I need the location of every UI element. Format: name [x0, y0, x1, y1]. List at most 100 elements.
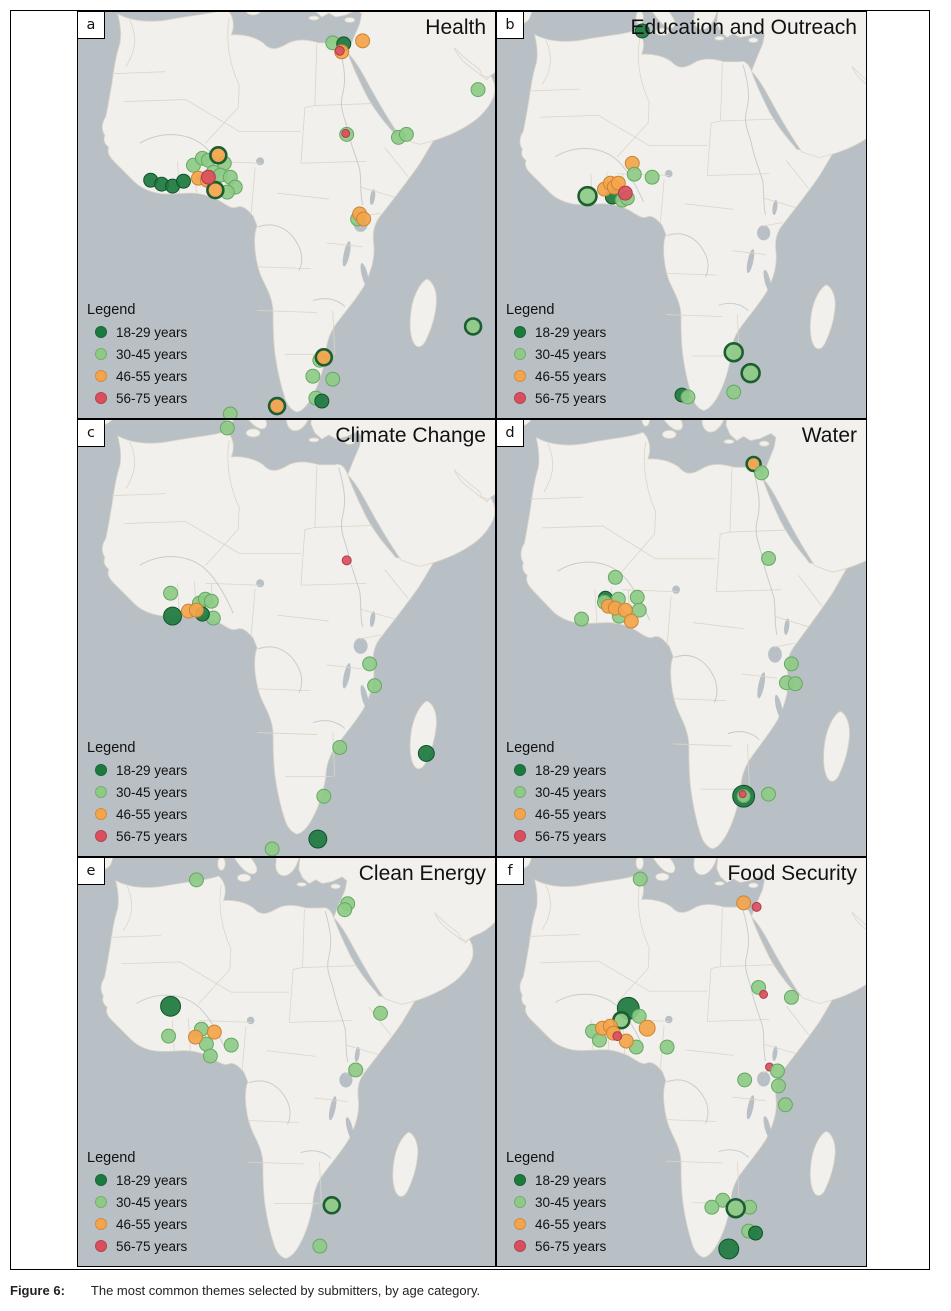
data-point-30-45 — [222, 406, 238, 418]
data-point-18-29 — [308, 829, 328, 849]
legend-dot-icon — [95, 1196, 107, 1208]
panel-title-e: Clean Energy — [358, 862, 486, 885]
data-point-56-75 — [341, 555, 352, 566]
data-point-46-55 — [355, 33, 371, 49]
data-point-30-45 — [737, 1072, 753, 1088]
panel-title-a: Health — [425, 16, 486, 39]
legend-label: 30-45 years — [116, 346, 188, 362]
data-point-30-45 — [362, 656, 378, 672]
data-point-30-45 — [740, 362, 761, 384]
data-point-30-45 — [574, 611, 590, 627]
legend-label: 30-45 years — [116, 784, 188, 800]
panel-letter-a: a — [78, 12, 105, 39]
legend-dot-icon — [95, 1240, 107, 1252]
data-point-30-45 — [771, 1078, 786, 1094]
legend-item: 18-29 years — [87, 1169, 187, 1191]
legend-dot-icon — [95, 830, 107, 842]
legend-item: 18-29 years — [506, 759, 606, 781]
data-point-30-45 — [348, 1062, 364, 1078]
legend-title: Legend — [87, 1150, 136, 1166]
legend-item: 30-45 years — [506, 781, 606, 803]
legend-title: Legend — [87, 302, 136, 318]
panel-f-map: Food Security f Legend 18-29 years 30-45 yea… — [496, 857, 867, 1267]
data-point-30-45 — [223, 1037, 239, 1053]
legend-dot-icon — [514, 1240, 526, 1252]
data-point-46-55 — [188, 602, 204, 618]
data-point-30-45 — [726, 384, 742, 400]
data-point-30-45 — [305, 368, 321, 384]
legend-dot-icon — [514, 348, 526, 360]
legend-label: 18-29 years — [116, 762, 188, 778]
data-point-46-55 — [356, 211, 372, 227]
legend-item: 46-55 years — [87, 1213, 187, 1235]
data-point-56-75 — [334, 45, 345, 56]
data-point-46-55 — [638, 1019, 656, 1037]
panel-title-b: Education and Outreach — [630, 16, 858, 39]
data-point-30-45 — [398, 126, 414, 142]
legend-dot-icon — [514, 326, 526, 338]
data-point-30-45 — [463, 317, 483, 336]
data-point-46-55 — [736, 895, 752, 911]
legend-label: 30-45 years — [116, 1194, 188, 1210]
data-point-30-45 — [203, 593, 219, 609]
legend-dot-icon — [514, 392, 526, 404]
panel-letter-d: d — [497, 420, 524, 447]
figure-caption-text: The most common themes selected by submi… — [90, 1283, 481, 1298]
legend-item: 18-29 years — [506, 1169, 606, 1191]
legend-dot-icon — [95, 370, 107, 382]
legend-dot-icon — [95, 392, 107, 404]
legend-title: Legend — [506, 302, 555, 318]
legend-title: Legend — [87, 740, 136, 756]
legend-item: 46-55 years — [506, 803, 606, 825]
data-point-30-45 — [704, 1199, 720, 1215]
panel-d-map: Water d Legend 18-29 years 30-45 years 46-55 … — [496, 419, 867, 857]
panel-b-map: Education and Outreach b Legend 18-29 years… — [496, 11, 867, 419]
legend-label: 18-29 years — [535, 762, 607, 778]
data-point-46-55 — [209, 146, 228, 165]
data-point-30-45 — [787, 676, 803, 692]
legend-label: 46-55 years — [116, 368, 188, 384]
legend-item: 46-55 years — [87, 365, 187, 387]
data-point-30-45 — [264, 841, 280, 856]
data-point-30-45 — [163, 585, 179, 601]
data-points-layer — [143, 33, 486, 418]
data-point-18-29 — [160, 995, 182, 1017]
data-point-30-45 — [577, 185, 598, 207]
panel-title-f: Food Security — [727, 862, 857, 885]
legend-label: 46-55 years — [116, 1216, 188, 1232]
legend: Legend 18-29 years 30-45 years 46-55 years 5… — [87, 740, 187, 847]
legend-item: 46-55 years — [506, 365, 606, 387]
data-point-30-45 — [367, 678, 383, 694]
data-point-56-75 — [200, 169, 216, 185]
data-point-56-75 — [738, 790, 747, 799]
data-point-56-75 — [759, 989, 769, 999]
legend-label: 56-75 years — [116, 828, 188, 844]
legend: Legend 18-29 years 30-45 years 46-55 years 5… — [506, 302, 606, 409]
data-point-30-45 — [332, 740, 348, 755]
data-point-30-45 — [161, 1028, 177, 1044]
data-point-18-29 — [417, 744, 435, 762]
data-point-46-55 — [206, 1024, 222, 1040]
legend-item: 46-55 years — [506, 1213, 606, 1235]
data-point-56-75 — [751, 901, 762, 912]
legend-dot-icon — [514, 830, 526, 842]
data-point-46-55 — [267, 396, 287, 416]
legend-dot-icon — [514, 1218, 526, 1230]
legend-item: 56-75 years — [506, 1235, 606, 1257]
legend-label: 18-29 years — [116, 1172, 188, 1188]
data-point-30-45 — [680, 389, 696, 405]
legend-dot-icon — [95, 1218, 107, 1230]
data-point-46-55 — [618, 1033, 634, 1049]
legend-dot-icon — [514, 764, 526, 776]
legend-label: 56-75 years — [535, 1238, 607, 1254]
legend-label: 46-55 years — [535, 806, 607, 822]
legend-item: 18-29 years — [87, 759, 187, 781]
panel-title-d: Water — [801, 424, 857, 447]
data-point-30-45 — [725, 1197, 746, 1219]
figure-caption: Figure 6: The most common themes selected… — [10, 1283, 480, 1298]
data-point-30-45 — [202, 1048, 218, 1064]
data-point-30-45 — [754, 465, 770, 481]
data-point-18-29 — [634, 23, 650, 39]
legend-item: 30-45 years — [87, 1191, 187, 1213]
legend-label: 46-55 years — [116, 806, 188, 822]
